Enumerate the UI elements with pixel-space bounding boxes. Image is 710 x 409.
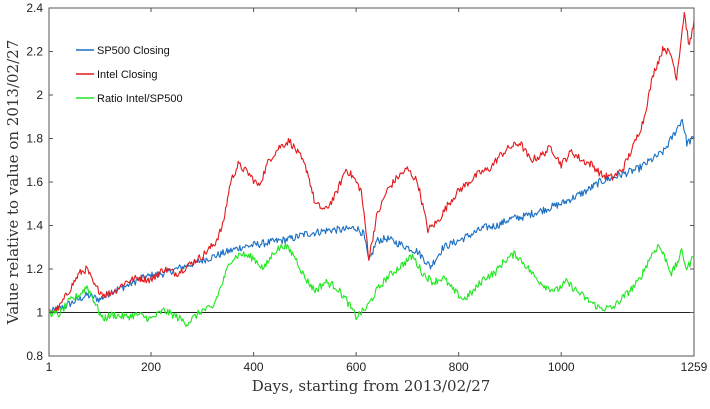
y-tick-label: 1.4: [26, 219, 43, 233]
legend-label: Intel Closing: [97, 69, 158, 81]
y-tick-label: 1.8: [26, 132, 43, 146]
y-tick-label: 2.2: [26, 45, 43, 59]
series-layer: [48, 11, 695, 327]
y-tick-label: 2: [36, 88, 43, 102]
y-tick-label: 1.2: [26, 262, 43, 276]
y-tick-label: 2.4: [26, 1, 43, 15]
x-axis-title: Days, starting from 2013/02/27: [252, 377, 491, 395]
x-tick-label: 400: [244, 360, 264, 374]
y-axis-title: Value relative to value on 2013/02/27: [4, 40, 22, 326]
series-line-1: [48, 118, 695, 314]
x-tick-label: 800: [449, 360, 469, 374]
x-tick-label: 200: [141, 360, 161, 374]
y-tick-label: 1.6: [26, 175, 43, 189]
legend-label: Ratio Intel/SP500: [97, 93, 183, 105]
x-tick-label: 1000: [548, 360, 575, 374]
plot-frame: [48, 7, 695, 357]
y-tick-label: 1: [36, 306, 43, 320]
x-tick-label: 600: [346, 360, 366, 374]
y-tick-label: 0.8: [26, 349, 43, 363]
series-line-2: [48, 11, 695, 314]
x-tick-label: 1259: [681, 360, 708, 374]
legend: SP500 Closing Intel Closing Ratio Intel/SP…: [76, 45, 183, 105]
x-tick-label: 1: [46, 360, 53, 374]
ticks-layer: 1 200 400 600 800 1000 12590.811.21.41.61.822.…: [26, 1, 707, 374]
series-line-3: [48, 242, 695, 327]
legend-label: SP500 Closing: [97, 45, 170, 57]
